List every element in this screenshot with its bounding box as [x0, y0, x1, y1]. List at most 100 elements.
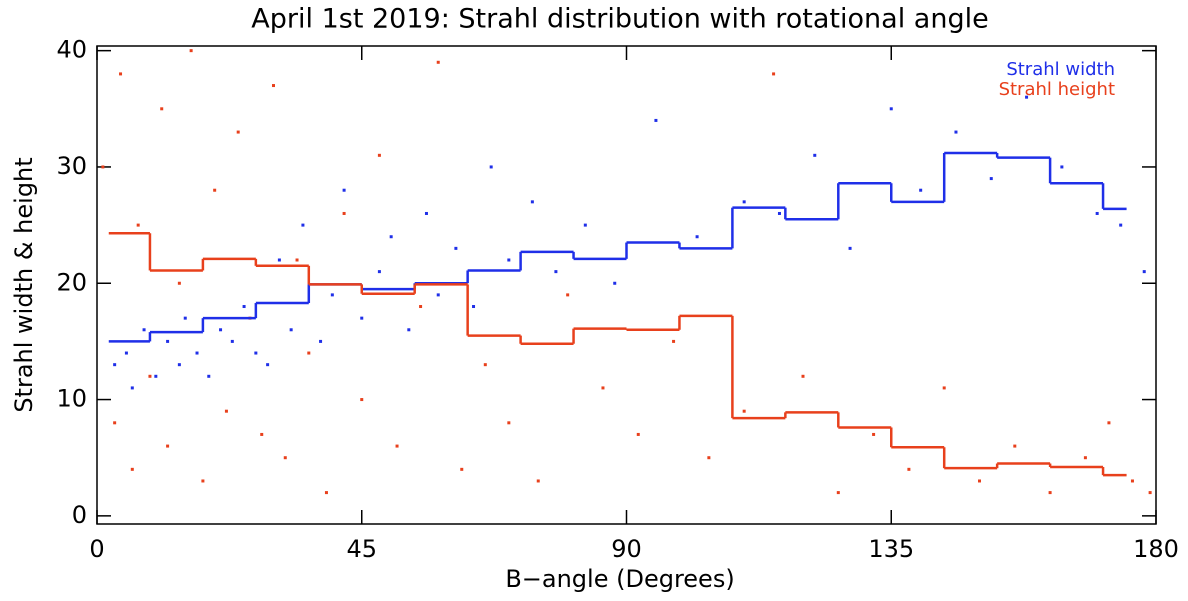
point	[254, 351, 258, 355]
point	[654, 118, 658, 122]
point	[236, 130, 240, 134]
point	[289, 328, 293, 332]
point	[1148, 491, 1152, 495]
point	[389, 235, 393, 239]
y-tick-label: 10	[56, 385, 87, 413]
legend-entry: Strahl height	[999, 79, 1115, 100]
point	[177, 281, 181, 285]
point	[295, 258, 299, 262]
point	[672, 339, 676, 343]
chart-title: April 1st 2019: Strahl distribution with…	[251, 4, 988, 35]
point	[813, 153, 817, 157]
point	[148, 374, 152, 378]
point	[242, 305, 246, 309]
point	[377, 153, 381, 157]
point	[1025, 95, 1029, 99]
point	[342, 188, 346, 192]
point	[160, 107, 164, 111]
point	[124, 351, 128, 355]
point	[360, 316, 364, 320]
point	[119, 72, 123, 76]
point	[707, 456, 711, 460]
y-axis-label: Strahl width & height	[10, 157, 38, 412]
point	[360, 398, 364, 402]
point	[583, 223, 587, 227]
point	[554, 270, 558, 274]
point	[836, 491, 840, 495]
x-tick-label: 180	[1133, 535, 1179, 563]
point	[277, 258, 281, 262]
point	[113, 363, 117, 367]
point	[342, 211, 346, 215]
point	[889, 107, 893, 111]
point	[419, 305, 423, 309]
point	[166, 444, 170, 448]
point	[848, 246, 852, 250]
point	[507, 258, 511, 262]
point	[377, 270, 381, 274]
point	[1083, 456, 1087, 460]
point	[1095, 211, 1099, 215]
point	[189, 49, 193, 53]
point	[201, 479, 205, 483]
point	[266, 363, 270, 367]
point	[166, 339, 170, 343]
point	[436, 60, 440, 64]
point	[154, 374, 158, 378]
point	[230, 339, 234, 343]
point	[113, 421, 117, 425]
point	[1119, 223, 1123, 227]
x-tick-label: 0	[89, 535, 104, 563]
point	[219, 328, 223, 332]
y-tick-label: 30	[56, 152, 87, 180]
point	[424, 211, 428, 215]
point	[407, 328, 411, 332]
y-tick-label: 0	[72, 501, 87, 529]
point	[507, 421, 511, 425]
point	[907, 467, 911, 471]
point	[919, 188, 923, 192]
point	[460, 467, 464, 471]
point	[978, 479, 981, 483]
point	[1130, 479, 1134, 483]
point	[136, 223, 140, 227]
point	[1107, 421, 1111, 425]
point	[142, 328, 146, 332]
point	[224, 409, 228, 413]
x-tick-label: 90	[611, 535, 642, 563]
y-tick-label: 40	[56, 36, 87, 64]
point	[530, 200, 534, 204]
point	[395, 444, 399, 448]
x-tick-label: 135	[868, 535, 914, 563]
point	[536, 479, 540, 483]
point	[101, 165, 105, 169]
point	[324, 491, 328, 495]
point	[207, 374, 211, 378]
point	[872, 432, 876, 436]
point	[1142, 270, 1146, 274]
point	[307, 351, 311, 355]
point	[472, 305, 476, 309]
point	[1060, 165, 1064, 169]
point	[272, 84, 275, 88]
point	[742, 409, 746, 413]
point	[613, 281, 617, 285]
point	[454, 246, 458, 250]
point	[319, 339, 323, 343]
y-tick-label: 20	[56, 268, 87, 296]
point	[330, 293, 334, 297]
point	[777, 211, 781, 215]
point	[213, 188, 217, 192]
point	[301, 223, 305, 227]
point	[130, 467, 134, 471]
point	[183, 316, 187, 320]
point	[801, 374, 805, 378]
plot-frame	[96, 45, 1157, 525]
point	[566, 293, 570, 297]
point	[283, 456, 287, 460]
point	[130, 386, 134, 390]
x-axis-label: B−angle (Degrees)	[505, 565, 734, 593]
point	[954, 130, 958, 134]
point	[695, 235, 699, 239]
